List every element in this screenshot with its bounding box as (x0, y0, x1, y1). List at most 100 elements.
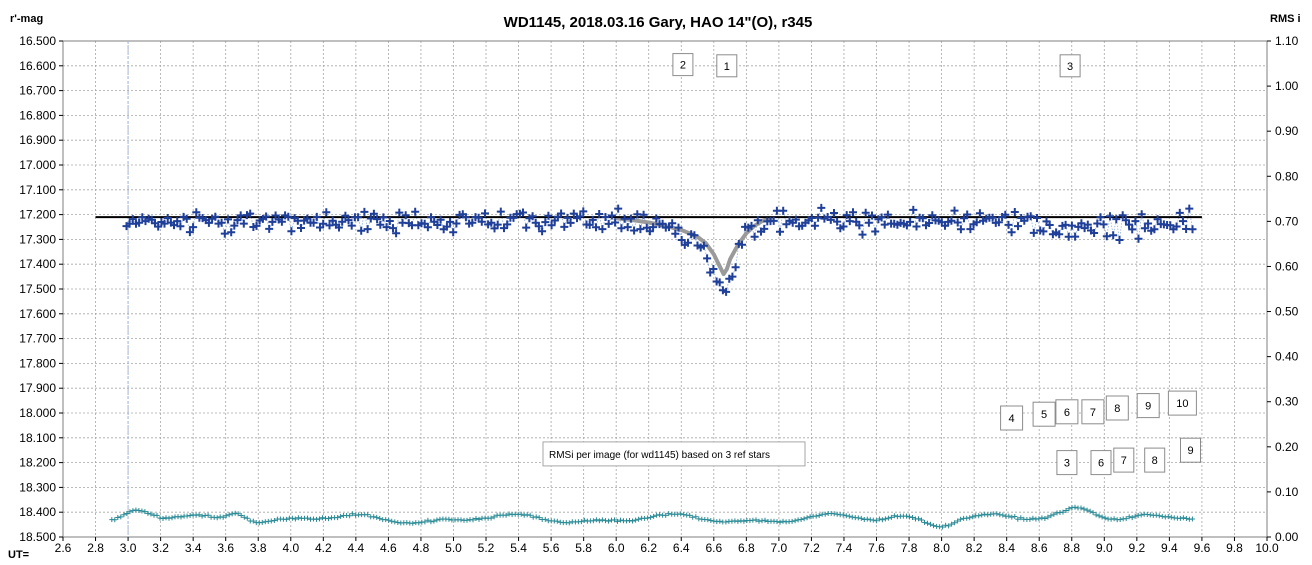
rms-point (864, 516, 870, 522)
annotation-label: 7 (1090, 407, 1096, 419)
magnitude-point (579, 207, 588, 216)
x-tick-label: 3.8 (250, 541, 267, 555)
rms-point (982, 511, 988, 517)
magnitude-point (617, 224, 626, 233)
magnitude-point (652, 214, 661, 223)
rms-point (295, 515, 301, 521)
magnitude-point (1185, 204, 1194, 213)
magnitude-point (239, 219, 248, 228)
rms-point (305, 515, 310, 521)
rms-point (506, 511, 512, 517)
rms-point (928, 521, 933, 527)
rms-point (187, 513, 193, 518)
magnitude-point (233, 216, 242, 225)
y-right-tick-label: 0.80 (1275, 169, 1299, 183)
rms-point (145, 510, 151, 516)
y-right-tick-label: 1.00 (1275, 79, 1299, 93)
rms-point (1093, 512, 1099, 518)
magnitude-point (173, 217, 182, 226)
magnitude-point (357, 226, 366, 235)
magnitude-point (626, 214, 635, 223)
magnitude-point (544, 211, 553, 220)
annotation-box (1032, 401, 1056, 427)
rms-point (425, 517, 431, 523)
rms-point (882, 516, 888, 522)
rms-point (142, 509, 148, 515)
magnitude-point (182, 214, 191, 223)
magnitude-point (541, 218, 550, 227)
rms-point (807, 514, 813, 520)
rms-point (1009, 514, 1015, 520)
magnitude-point (649, 223, 658, 232)
rms-point (651, 513, 657, 519)
magnitude-point (373, 215, 382, 224)
rms-point (338, 513, 344, 519)
rms-point (389, 518, 395, 524)
rms-point (876, 516, 882, 522)
magnitude-point (1188, 225, 1197, 234)
y-left-tick-label: 17.900 (19, 381, 56, 395)
annotation-label: 4 (1009, 413, 1015, 425)
rms-point (590, 518, 596, 524)
annotation-label: 6 (1098, 458, 1104, 470)
magnitude-point (442, 222, 451, 231)
rms-point (666, 511, 672, 517)
rms-point (238, 513, 244, 518)
magnitude-point (988, 213, 997, 222)
rms-point (1180, 515, 1186, 521)
rms-point (259, 519, 265, 525)
magnitude-point (452, 219, 461, 228)
magnitude-point (1077, 219, 1086, 228)
rms-point (536, 515, 542, 521)
x-tick-label: 8.2 (966, 541, 983, 555)
x-tick-label: 5.4 (510, 541, 527, 555)
rms-point (735, 518, 741, 524)
rms-point (1153, 512, 1159, 518)
magnitude-point (154, 222, 163, 231)
magnitude-point (868, 211, 876, 220)
rms-point (976, 513, 982, 519)
rms-point (762, 517, 768, 523)
rms-point (166, 515, 172, 521)
magnitude-point (833, 217, 842, 226)
rms-point (554, 518, 560, 524)
rms-point (943, 522, 949, 528)
annotations: 2 1 3 4 5 6 7 8 9 10 3 6 7 8 9 RMSi per image (for wd11… (542, 53, 1201, 476)
magnitude-point (1004, 220, 1013, 229)
rms-point (1138, 512, 1144, 518)
rms-point (1090, 510, 1096, 516)
magnitude-point (185, 228, 194, 237)
x-tick-label: 2.8 (87, 541, 104, 555)
rms-point (1066, 506, 1072, 512)
annotation-label: 2 (680, 60, 686, 72)
x-tick-label: 9.6 (1194, 541, 1211, 555)
x-tick-label: 5.6 (543, 541, 560, 555)
rms-point (979, 512, 985, 518)
magnitude-point (598, 225, 607, 234)
rms-point (708, 518, 714, 523)
x-tick-label: 7.2 (803, 541, 820, 555)
magnitude-point (192, 208, 201, 217)
annotation-box (1059, 54, 1081, 78)
rms-point (320, 515, 325, 521)
magnitude-point (842, 211, 851, 220)
magnitude-point (855, 221, 864, 230)
note-text: RMSi per image (for wd1145) based on 3 r… (549, 450, 770, 461)
magnitude-point (906, 217, 915, 226)
rms-point (488, 515, 494, 521)
rms-point (491, 514, 497, 520)
annotation-box (1090, 450, 1112, 476)
rms-point (1117, 517, 1123, 522)
rms-point (127, 509, 133, 515)
rms-point (1048, 513, 1054, 519)
magnitude-point (728, 272, 737, 281)
magnitude-point (604, 219, 613, 228)
annotation-box (1113, 447, 1135, 473)
rms-point (220, 514, 226, 520)
rms-point (386, 517, 392, 523)
magnitude-point (595, 210, 604, 218)
magnitude-point (776, 227, 784, 236)
x-tick-label: 6.2 (640, 541, 657, 555)
rms-point (347, 513, 353, 519)
annotation-box (1180, 437, 1201, 463)
